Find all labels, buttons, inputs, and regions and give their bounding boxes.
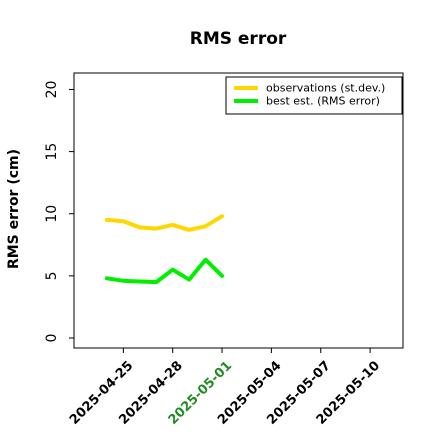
y-axis-label: RMS error (cm) [6, 149, 22, 269]
y-tick-label: 20 [44, 81, 60, 99]
y-tick-label: 10 [44, 205, 60, 223]
plot-area [73, 72, 404, 349]
legend-box [225, 76, 403, 115]
series-lines [104, 214, 225, 285]
y-tick-label: 0 [44, 334, 60, 343]
y-tick-label: 15 [44, 143, 60, 161]
chart-title: RMS error [190, 29, 287, 49]
legend-label: observations (st.dev.) [266, 82, 385, 95]
series-line-best-estimate [104, 257, 225, 285]
legend: observations (st.dev.)best est. (RMS err… [225, 76, 403, 115]
series-line-observations [104, 214, 225, 232]
x-axis-ticks: 2025-04-252025-04-282025-05-012025-05-04… [67, 348, 383, 428]
y-tick-label: 5 [44, 271, 60, 280]
y-axis-ticks: 0 5 10 15 20 [44, 81, 74, 343]
legend-label: best est. (RMS error) [266, 95, 380, 108]
